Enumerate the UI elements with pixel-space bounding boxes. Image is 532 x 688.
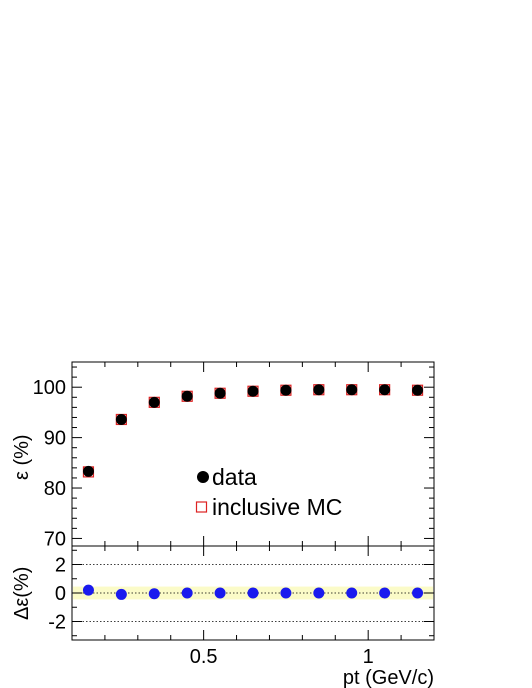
data-point [247, 385, 259, 397]
legend-data-marker [197, 471, 209, 483]
difference-point [181, 587, 193, 599]
data-point [214, 387, 226, 399]
efficiency-markers [82, 384, 424, 478]
efficiency-axes: 70 80 90 100 [33, 362, 435, 550]
difference-y-tick-label: -2 [48, 611, 66, 633]
difference-y-tick-label: 0 [55, 583, 66, 605]
data-point [181, 390, 193, 402]
difference-y-tick-label: 2 [55, 555, 66, 577]
efficiency-y-axis-title: ε (%) [11, 434, 33, 480]
data-point [115, 413, 127, 425]
difference-panel: -2 0 2 0.5 1 Δε(%) pt (GeV/c) [11, 545, 435, 688]
efficiency-y-tick-label: 70 [44, 528, 66, 550]
data-point [313, 384, 325, 396]
difference-point [115, 588, 127, 600]
data-point [412, 384, 424, 396]
legend-mc-marker [195, 501, 208, 513]
efficiency-y-tick-label: 90 [44, 428, 66, 450]
difference-point [346, 587, 358, 599]
x-tick-label: 1 [363, 646, 374, 668]
difference-point [82, 584, 94, 596]
difference-y-axis-title: Δε(%) [11, 567, 33, 620]
difference-axes: -2 0 2 0.5 1 [48, 546, 435, 668]
data-point [379, 384, 391, 396]
efficiency-panel: 70 80 90 100 ε (%) data inclusive MC [11, 361, 435, 550]
data-point [148, 396, 160, 408]
difference-point [412, 587, 424, 599]
data-point [82, 465, 94, 477]
data-point [346, 384, 358, 396]
difference-markers [82, 584, 424, 600]
difference-point [379, 587, 391, 599]
x-axis-title-text: pt (GeV/c) [343, 667, 434, 688]
difference-point [148, 588, 160, 600]
legend-mc-label: inclusive MC [212, 494, 342, 520]
difference-point [313, 587, 325, 599]
legend: data inclusive MC [195, 464, 342, 520]
reference-lines [72, 564, 434, 622]
legend-data-label: data [212, 464, 257, 490]
efficiency-y-tick-label: 100 [33, 377, 66, 399]
x-tick-label: 0.5 [190, 646, 218, 668]
difference-point [247, 587, 259, 599]
data-point [280, 384, 292, 396]
difference-point [280, 587, 292, 599]
x-axis-title: pt (GeV/c) [343, 667, 434, 688]
efficiency-y-tick-label: 80 [44, 478, 66, 500]
difference-point [214, 587, 226, 599]
